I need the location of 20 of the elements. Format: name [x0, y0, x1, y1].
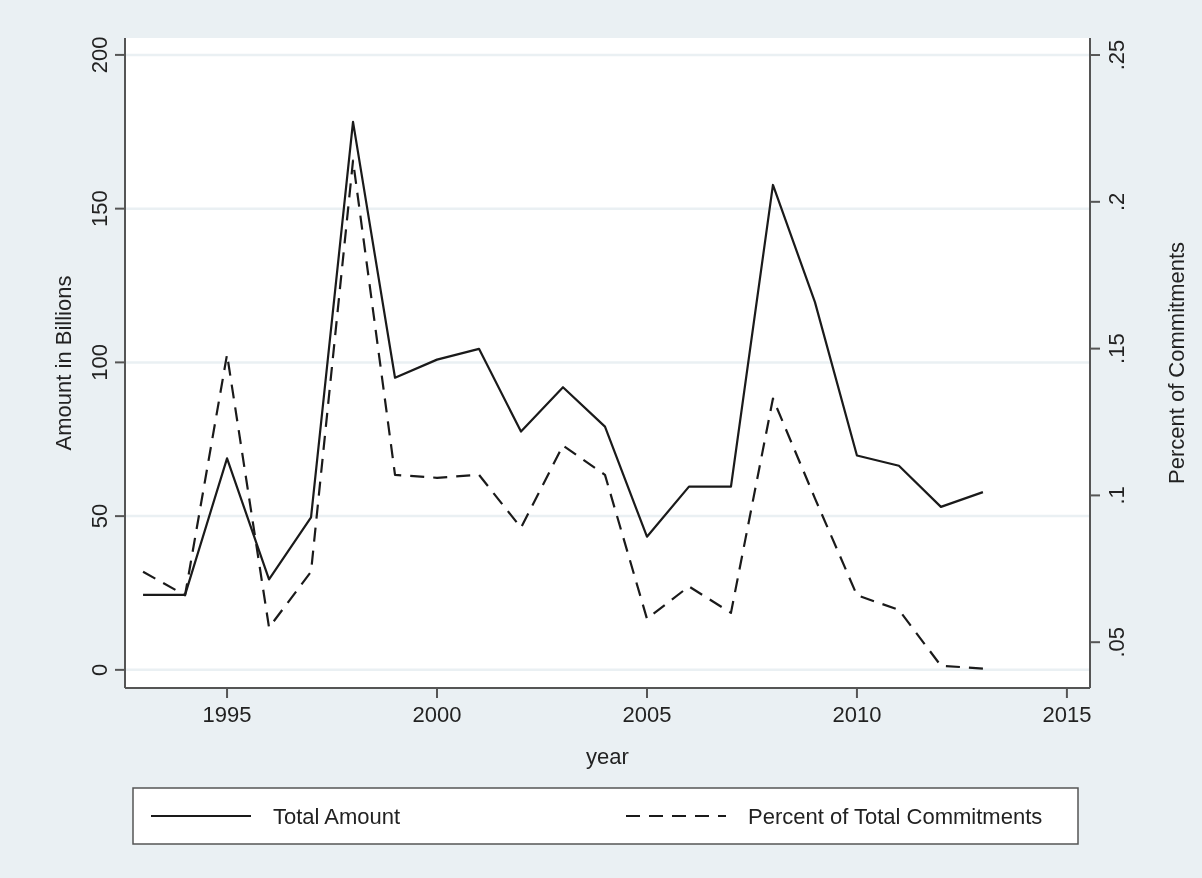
x-axis-title: year [586, 744, 629, 769]
x-tick-label: 2015 [1042, 702, 1092, 727]
legend-label: Total Amount [273, 804, 401, 829]
x-tick-label: 2010 [832, 702, 882, 727]
x-tick-label: 1995 [202, 702, 252, 727]
x-tick-label: 2000 [412, 702, 462, 727]
y2-tick-label: .2 [1104, 192, 1129, 211]
y2-tick-label: .05 [1104, 626, 1129, 658]
y-tick-label: 200 [87, 36, 112, 74]
y2-tick-label: .1 [1104, 486, 1129, 505]
y-tick-label: 0 [87, 663, 112, 676]
x-tick-label: 2005 [622, 702, 672, 727]
y2-axis-title: Percent of Commitments [1164, 241, 1189, 485]
legend-label: Percent of Total Commitments [748, 804, 1043, 829]
y-tick-label: 100 [87, 344, 112, 381]
y2-tick-label: .25 [1104, 39, 1129, 71]
y-tick-label: 50 [87, 503, 112, 529]
y-tick-label: 150 [87, 190, 112, 228]
y2-tick-label: .15 [1104, 333, 1129, 364]
y-axis-title: Amount in Billions [51, 275, 76, 451]
